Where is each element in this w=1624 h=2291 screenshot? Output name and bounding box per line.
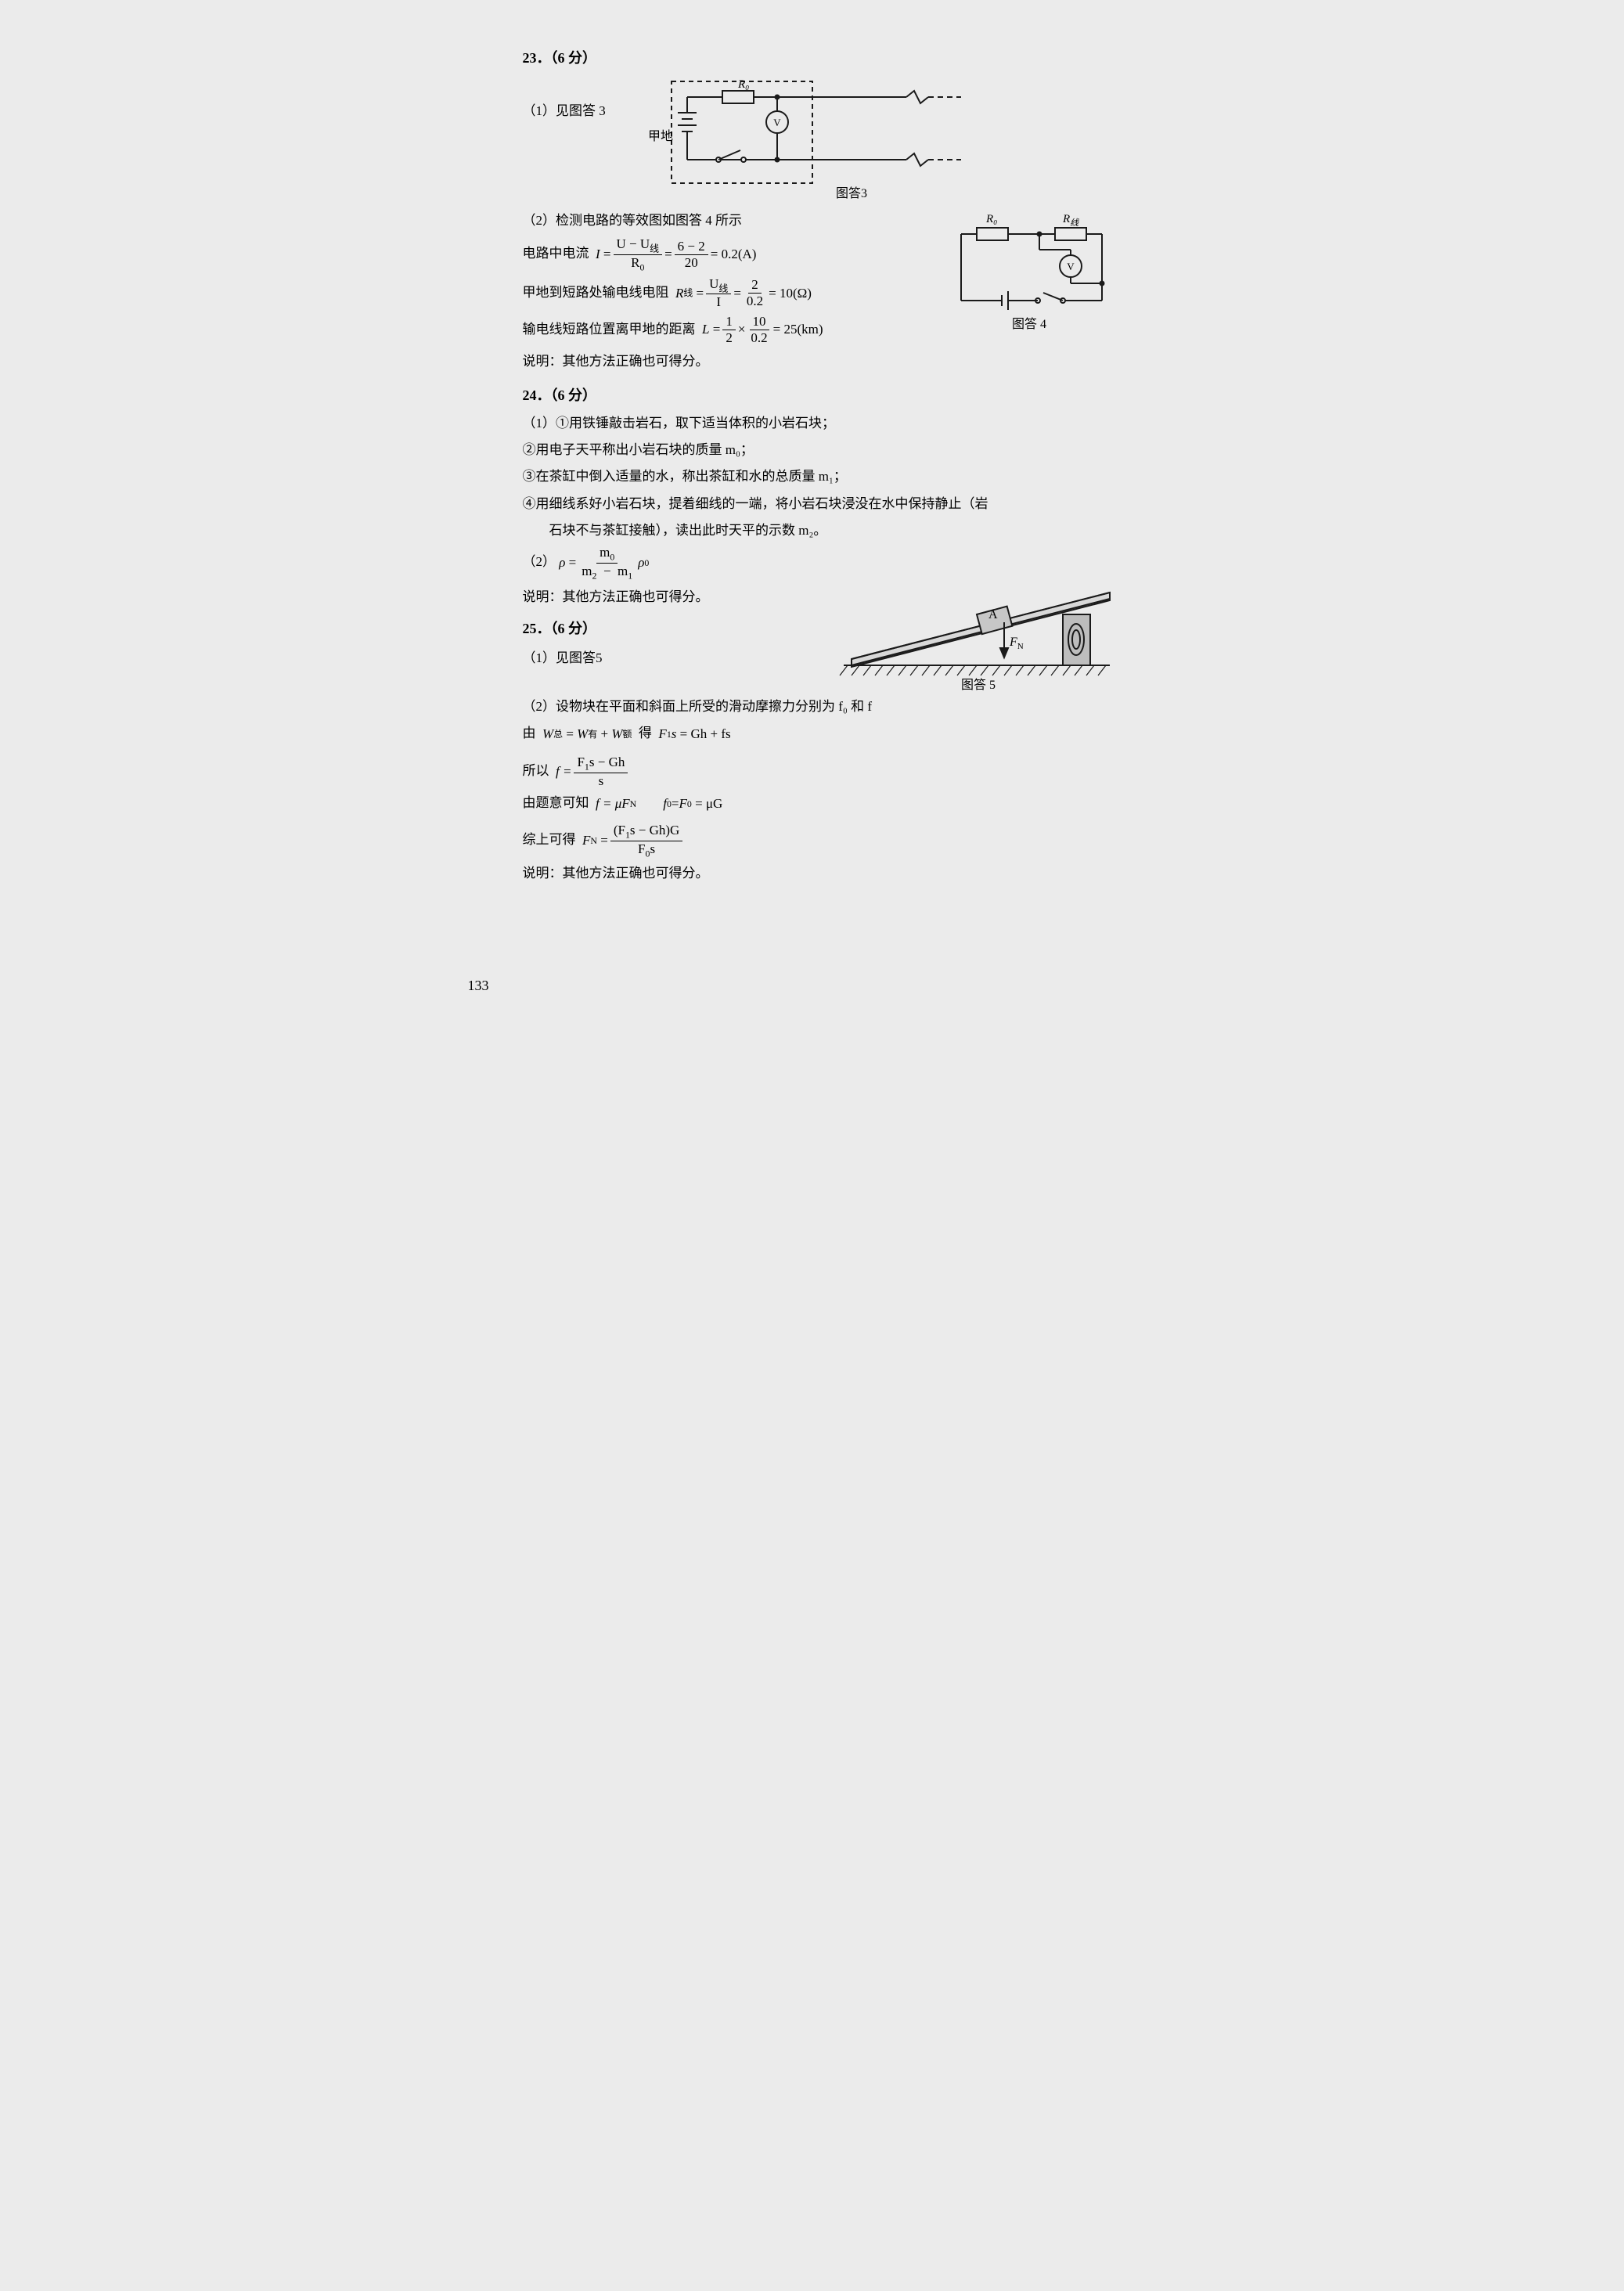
- q25-work-line: 由 W总 = W有 + W额 得 F1s = Gh + fs: [523, 721, 1118, 747]
- q25-fn-line: 综上可得 FN = (F1s − Gh)G F0s: [523, 823, 1118, 859]
- q24-part2-label: （2）: [523, 554, 556, 569]
- fig5-block-label: A: [988, 608, 998, 621]
- q24-header: 24．（6 分）: [523, 384, 1118, 405]
- q24-part2: （2） ρ = m0 m2 − m1 ρ0: [523, 545, 1118, 581]
- q24-note-row: 说明：其他方法正确也可得分。 25．（6 分） （1）见图答5: [523, 583, 1118, 693]
- q25-known-formula: f = μFN f0 = F0 = μG: [596, 791, 722, 816]
- q23-current-prefix: 电路中电流: [523, 246, 589, 261]
- page: 23．（6 分） （1）见图答 3: [452, 0, 1172, 1018]
- q23-resistance-prefix: 甲地到短路处输电线电阻: [523, 285, 669, 300]
- q24-note: 说明：其他方法正确也可得分。: [523, 585, 836, 610]
- q25-part1-label: （1）见图答5: [523, 646, 836, 671]
- q25-known-line: 由题意可知 f = μFN f0 = F0 = μG: [523, 791, 1118, 816]
- page-number: 133: [468, 978, 489, 994]
- q23-part2-row: （2）检测电路的等效图如图答 4 所示 电路中电流 I = U − U线 R0 …: [523, 207, 1118, 348]
- q25-f-line: 所以 f = F1s − Gh s: [523, 755, 1118, 789]
- q25-concl-prefix: 综上可得: [523, 833, 576, 848]
- q24-step-2: ②用电子天平称出小岩石块的质量 m₀；: [523, 438, 1118, 463]
- q23-current-line: 电路中电流 I = U − U线 R0 = 6 − 2 20 = 0.2(A): [523, 236, 945, 272]
- circuit-fig4-svg: R₀ R线 V 图答 4: [945, 207, 1118, 332]
- figure-4: R₀ R线 V 图答 4: [945, 207, 1118, 332]
- fig4-r0-label: R₀: [985, 213, 997, 225]
- fig4-rline-label: R线: [1062, 213, 1079, 228]
- q24-step-4a: ④用细线系好小岩石块，提着细线的一端，将小岩石块浸没在水中保持静止（岩: [523, 492, 1118, 517]
- q24-step-4b: 石块不与茶缸接触），读出此时天平的示数 m₂。: [523, 518, 1118, 543]
- q25-f-formula: f = F1s − Gh s: [556, 755, 630, 789]
- q25-header: 25．（6 分）: [523, 618, 836, 638]
- q23-part1-label: （1）见图答 3: [523, 75, 640, 124]
- q25-part2-intro: （2）设物块在平面和斜面上所受的滑动摩擦力分别为 f₀ 和 f: [523, 694, 1118, 719]
- q23-current-formula: I = U − U线 R0 = 6 − 2 20 = 0.2(A): [596, 236, 756, 272]
- q25-note: 说明：其他方法正确也可得分。: [523, 861, 1118, 886]
- fig3-voltmeter-label: V: [773, 117, 781, 128]
- fig3-caption: 图答3: [836, 186, 867, 200]
- q24-density-formula: ρ = m0 m2 − m1 ρ0: [559, 545, 649, 581]
- figure-3: R₀ V 甲地 图答3: [640, 74, 969, 207]
- q23-distance-line: 输电线短路位置离甲地的距离 L = 1 2 × 10 0.2 = 25(km): [523, 314, 945, 347]
- q25-fn-formula: FN = (F1s − Gh)G F0s: [582, 823, 685, 859]
- q23-resistance-line: 甲地到短路处输电线电阻 R线 = U线 I = 2 0.2 = 10(Ω): [523, 276, 945, 311]
- fig4-voltmeter: V: [1067, 261, 1075, 272]
- q25-work-prefix: 由: [523, 726, 536, 740]
- fig5-force-label: FN: [1009, 636, 1024, 651]
- q23-resistance-formula: R线 = U线 I = 2 0.2 = 10(Ω): [675, 276, 812, 311]
- q23-distance-prefix: 输电线短路位置离甲地的距离: [523, 322, 696, 337]
- incline-fig5-svg: A FN 图答 5: [836, 583, 1118, 693]
- figure-5: A FN 图答 5: [836, 583, 1118, 693]
- q24-step-3: ③在茶缸中倒入适量的水，称出茶缸和水的总质量 m₁；: [523, 464, 1118, 489]
- q24-step-1: （1）①用铁锤敲击岩石，取下适当体积的小岩石块；: [523, 411, 1118, 436]
- q23-note: 说明：其他方法正确也可得分。: [523, 349, 1118, 374]
- circuit-fig3-svg: R₀ V 甲地 图答3: [640, 74, 969, 207]
- fig4-caption: 图答 4: [1012, 317, 1046, 331]
- q25-known-prefix: 由题意可知: [523, 795, 589, 810]
- q25-work-formula: W总 = W有 + W额: [542, 722, 632, 747]
- q23-part1-row: （1）见图答 3: [523, 74, 1118, 207]
- q23-part2-intro: （2）检测电路的等效图如图答 4 所示: [523, 208, 945, 233]
- q23-distance-formula: L = 1 2 × 10 0.2 = 25(km): [702, 314, 823, 347]
- q25-so-prefix: 所以: [523, 763, 549, 778]
- fig5-caption: 图答 5: [961, 678, 996, 692]
- fig3-location: 甲地: [648, 129, 673, 143]
- q23-header: 23．（6 分）: [523, 47, 1118, 67]
- fig3-r0-label: R₀: [737, 78, 749, 91]
